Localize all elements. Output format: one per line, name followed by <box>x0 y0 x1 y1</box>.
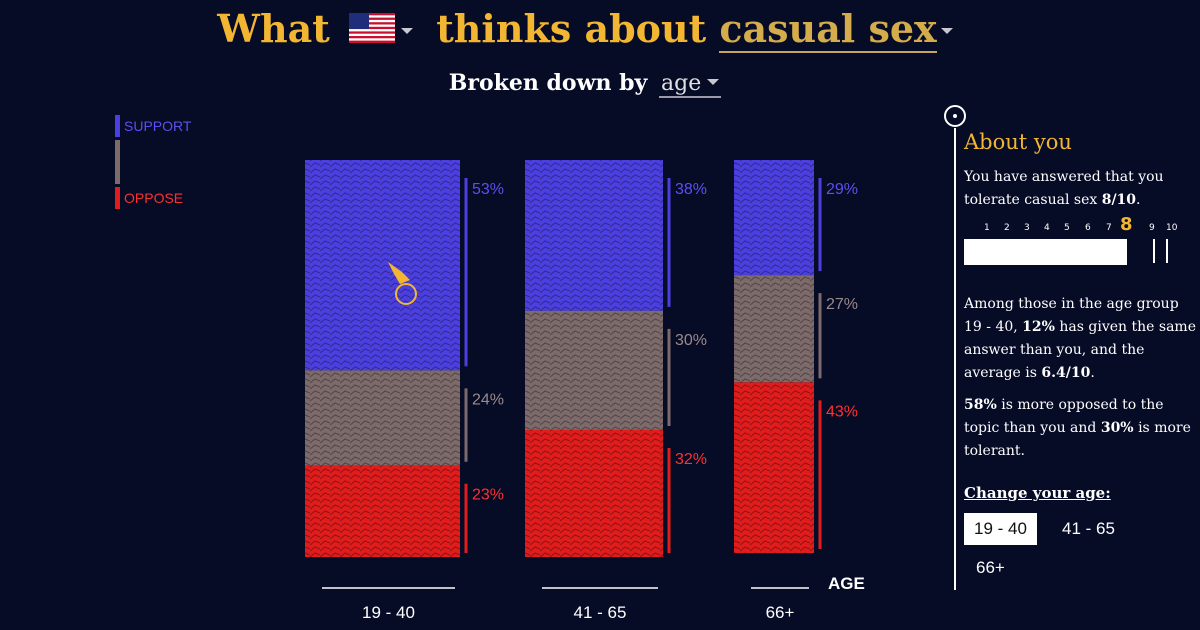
bar-1-label-1: 30% <box>675 332 707 349</box>
answer-value: 8/10 <box>1101 192 1137 208</box>
answer-text-1: You have answered that you tolerate casu… <box>964 169 1164 208</box>
stat-text-1: Among those in the age group 19 - 40, <box>964 296 1179 335</box>
panel-divider <box>954 128 956 590</box>
bar-1-texture-1 <box>525 310 663 430</box>
age-button-41-65[interactable]: 41 - 65 <box>1062 519 1115 538</box>
bar-1-texture-0 <box>525 160 663 311</box>
title-prefix: What <box>217 6 330 51</box>
bar-0-texture-0 <box>305 160 460 371</box>
stat-text-4: is more opposed to the topic than you an… <box>964 397 1164 436</box>
topic-select[interactable]: casual sex <box>719 6 937 53</box>
x-axis-label: AGE <box>828 574 865 593</box>
bar-2-texture-1 <box>734 275 814 383</box>
stat-text-3: . <box>1090 365 1095 381</box>
scale-tick-9 <box>1153 239 1155 263</box>
change-age-label: Change your age: <box>964 484 1111 502</box>
stat-value-3: 58% <box>964 397 997 413</box>
bar-1-texture-2 <box>525 429 663 557</box>
answer-scale-fill <box>964 239 1127 265</box>
scale-number-4[interactable]: 4 <box>1044 223 1050 233</box>
scale-number-10[interactable]: 10 <box>1166 223 1178 233</box>
bar-2-label-1: 27% <box>826 296 858 313</box>
answer-text-2: . <box>1136 192 1141 208</box>
about-title: About you <box>964 130 1072 154</box>
stat-value-4: 30% <box>1100 420 1134 436</box>
legend-oppose-swatch <box>115 187 120 209</box>
bar-1-label-2: 32% <box>675 451 707 468</box>
page-title: What thinks about casual sex <box>0 6 1180 58</box>
scale-number-7[interactable]: 7 <box>1106 223 1112 233</box>
breakdown-value: age <box>661 71 702 96</box>
scale-number-1[interactable]: 1 <box>984 223 990 233</box>
bar-2-label-2: 43% <box>826 403 858 420</box>
bar-2-label-0: 29% <box>826 181 858 198</box>
subtitle-prefix: Broken down by <box>448 70 648 96</box>
comparison-stats: 58% is more opposed to the topic than yo… <box>964 394 1196 463</box>
bar-0-label-1: 24% <box>472 391 504 408</box>
subtitle: Broken down by age <box>0 70 1170 98</box>
marker-circle-icon <box>944 105 966 127</box>
chevron-down-icon <box>707 79 720 85</box>
legend-support-label: SUPPORT <box>124 118 192 134</box>
bar-0-label-0: 53% <box>472 181 504 198</box>
title-mid: thinks about <box>436 6 707 51</box>
bar-0-label-2: 23% <box>472 487 504 504</box>
topic-dropdown-icon[interactable] <box>940 27 953 34</box>
age-button-19-40[interactable]: 19 - 40 <box>964 513 1037 545</box>
legend-oppose-label: OPPOSE <box>124 190 184 206</box>
legend-neutral-swatch <box>115 140 120 184</box>
scale-number-9[interactable]: 9 <box>1149 223 1155 233</box>
category-label-2: 66+ <box>766 603 795 622</box>
answer-text: You have answered that you tolerate casu… <box>964 166 1196 212</box>
breakdown-select[interactable]: age <box>659 71 722 98</box>
scale-number-6[interactable]: 6 <box>1085 223 1091 233</box>
scale-tick-10 <box>1166 239 1168 263</box>
us-flag-icon[interactable] <box>349 7 396 52</box>
bar-2-texture-2 <box>734 382 814 554</box>
legend-support-swatch <box>115 115 120 137</box>
scale-number-5[interactable]: 5 <box>1064 223 1070 233</box>
scale-number-3[interactable]: 3 <box>1024 223 1030 233</box>
bar-0-texture-2 <box>305 465 460 557</box>
scale-number-2[interactable]: 2 <box>1004 223 1010 233</box>
stacked-bar-chart: 53% 24% 23% 19 - 40 38% 30% 32% 41 - 65 29% 27% 43… <box>305 160 865 622</box>
you-marker-icon <box>388 262 417 305</box>
stat-text-5: is more tolerant. <box>964 420 1191 459</box>
category-label-0: 19 - 40 <box>362 603 415 622</box>
bar-0-texture-1 <box>305 370 460 466</box>
stat-value-1: 12% <box>1022 319 1055 335</box>
bar-1-label-0: 38% <box>675 181 707 198</box>
category-label-1: 41 - 65 <box>574 603 627 622</box>
country-dropdown-icon[interactable] <box>401 27 414 34</box>
age-group-stats: Among those in the age group 19 - 40, 12… <box>964 293 1196 385</box>
bar-2-texture-0 <box>734 160 814 276</box>
scale-number-8[interactable]: 8 <box>1120 214 1133 235</box>
stat-text-2: has given the same answer than you, and … <box>964 319 1196 381</box>
stat-value-2: 6.4/10 <box>1041 365 1091 381</box>
about-you-panel: About you You have answered that you tol… <box>944 100 1200 590</box>
age-button-66-plus[interactable]: 66+ <box>976 558 1005 577</box>
